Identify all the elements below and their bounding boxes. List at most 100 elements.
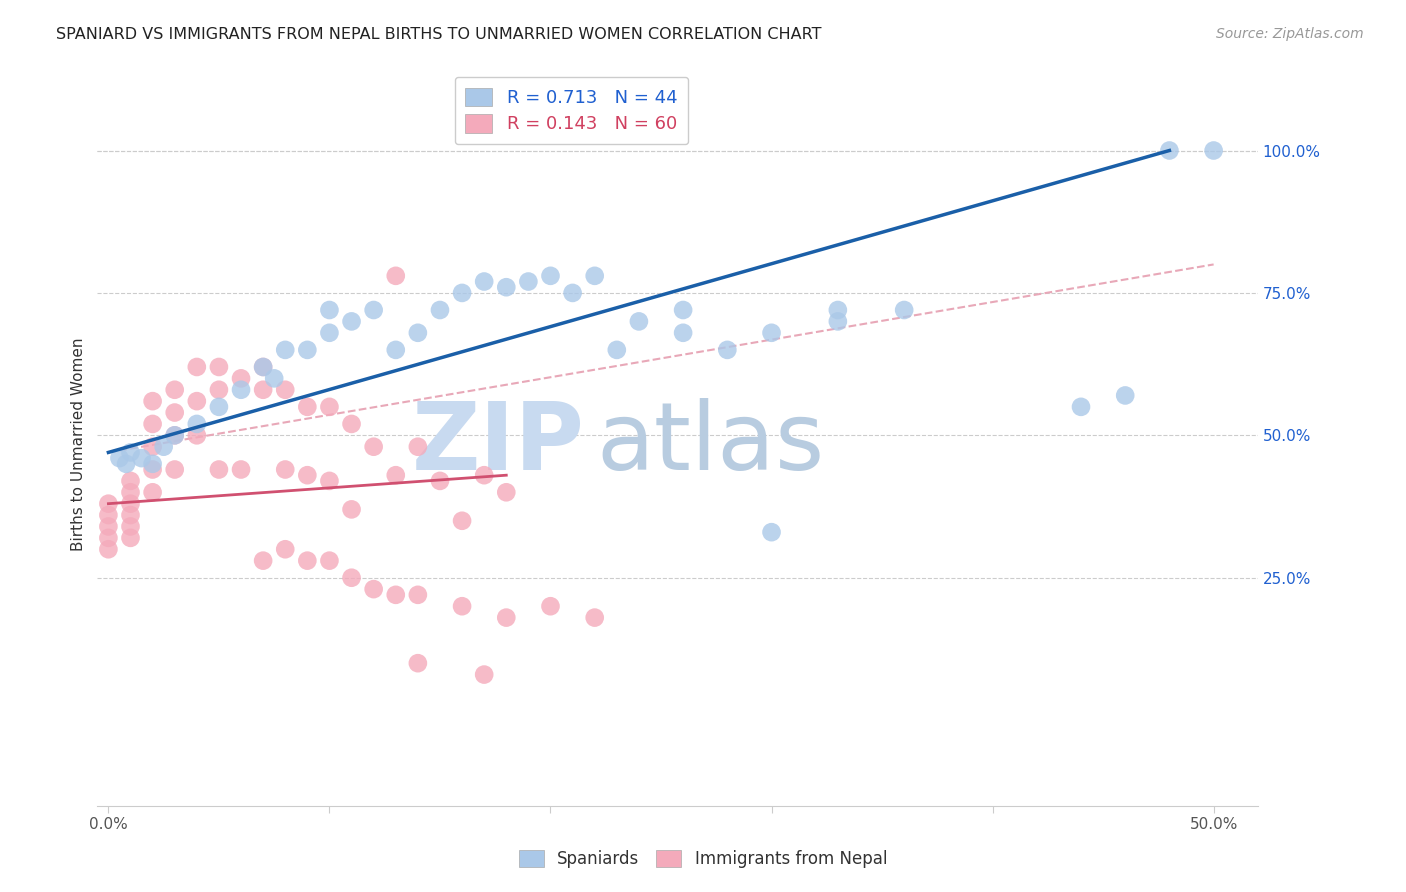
Point bbox=[208, 383, 231, 397]
Point bbox=[229, 371, 252, 385]
Point bbox=[716, 343, 738, 357]
Point bbox=[142, 457, 165, 471]
Point bbox=[229, 462, 252, 476]
Text: SPANIARD VS IMMIGRANTS FROM NEPAL BIRTHS TO UNMARRIED WOMEN CORRELATION CHART: SPANIARD VS IMMIGRANTS FROM NEPAL BIRTHS… bbox=[56, 27, 821, 42]
Point bbox=[120, 485, 142, 500]
Point bbox=[186, 394, 208, 409]
Point bbox=[1159, 144, 1181, 158]
Point bbox=[451, 599, 474, 614]
Point bbox=[472, 468, 495, 483]
Point bbox=[672, 303, 695, 318]
Point bbox=[340, 502, 363, 516]
Point bbox=[142, 417, 165, 431]
Point bbox=[186, 359, 208, 374]
Point bbox=[384, 588, 406, 602]
Point bbox=[406, 440, 429, 454]
Point bbox=[363, 582, 385, 596]
Point bbox=[495, 610, 517, 624]
Point bbox=[131, 451, 153, 466]
Point bbox=[208, 462, 231, 476]
Point bbox=[384, 268, 406, 283]
Point bbox=[120, 531, 142, 545]
Point bbox=[761, 525, 783, 540]
Text: atlas: atlas bbox=[596, 398, 824, 490]
Point bbox=[274, 462, 297, 476]
Point bbox=[340, 571, 363, 585]
Text: Source: ZipAtlas.com: Source: ZipAtlas.com bbox=[1216, 27, 1364, 41]
Point bbox=[142, 440, 165, 454]
Point bbox=[163, 428, 186, 442]
Point bbox=[186, 417, 208, 431]
Point bbox=[583, 268, 606, 283]
Point bbox=[97, 542, 120, 557]
Point bbox=[163, 428, 186, 442]
Point bbox=[451, 514, 474, 528]
Point bbox=[495, 485, 517, 500]
Point bbox=[318, 474, 340, 488]
Point bbox=[97, 508, 120, 522]
Point bbox=[163, 405, 186, 419]
Point bbox=[152, 440, 174, 454]
Point bbox=[252, 359, 274, 374]
Point bbox=[363, 303, 385, 318]
Point bbox=[120, 508, 142, 522]
Point bbox=[827, 303, 849, 318]
Point bbox=[583, 610, 606, 624]
Point bbox=[827, 314, 849, 328]
Point bbox=[540, 599, 562, 614]
Y-axis label: Births to Unmarried Women: Births to Unmarried Women bbox=[72, 337, 86, 550]
Point bbox=[120, 445, 142, 459]
Legend: R = 0.713   N = 44, R = 0.143   N = 60: R = 0.713 N = 44, R = 0.143 N = 60 bbox=[454, 77, 689, 145]
Point bbox=[120, 474, 142, 488]
Point bbox=[120, 519, 142, 533]
Point bbox=[142, 462, 165, 476]
Point bbox=[363, 440, 385, 454]
Point bbox=[406, 588, 429, 602]
Point bbox=[627, 314, 650, 328]
Point bbox=[163, 383, 186, 397]
Point bbox=[97, 519, 120, 533]
Point bbox=[297, 400, 319, 414]
Point bbox=[893, 303, 915, 318]
Point bbox=[297, 468, 319, 483]
Point bbox=[297, 554, 319, 568]
Point bbox=[1070, 400, 1092, 414]
Point bbox=[318, 554, 340, 568]
Point bbox=[472, 667, 495, 681]
Point bbox=[429, 474, 451, 488]
Point bbox=[472, 275, 495, 289]
Point bbox=[318, 326, 340, 340]
Point bbox=[340, 314, 363, 328]
Point bbox=[340, 417, 363, 431]
Point bbox=[406, 326, 429, 340]
Point bbox=[208, 400, 231, 414]
Point bbox=[384, 343, 406, 357]
Point bbox=[274, 542, 297, 557]
Point bbox=[163, 462, 186, 476]
Point bbox=[429, 303, 451, 318]
Point bbox=[297, 343, 319, 357]
Point bbox=[186, 428, 208, 442]
Point bbox=[142, 394, 165, 409]
Point bbox=[540, 268, 562, 283]
Point bbox=[142, 485, 165, 500]
Point bbox=[274, 383, 297, 397]
Point bbox=[761, 326, 783, 340]
Point bbox=[384, 468, 406, 483]
Point bbox=[561, 285, 583, 300]
Point bbox=[263, 371, 285, 385]
Point bbox=[252, 359, 274, 374]
Point bbox=[97, 497, 120, 511]
Text: ZIP: ZIP bbox=[412, 398, 585, 490]
Point bbox=[495, 280, 517, 294]
Legend: Spaniards, Immigrants from Nepal: Spaniards, Immigrants from Nepal bbox=[512, 843, 894, 875]
Point bbox=[120, 497, 142, 511]
Point bbox=[252, 554, 274, 568]
Point bbox=[108, 451, 131, 466]
Point bbox=[318, 303, 340, 318]
Point bbox=[318, 400, 340, 414]
Point bbox=[672, 326, 695, 340]
Point bbox=[1114, 388, 1136, 402]
Point bbox=[229, 383, 252, 397]
Point bbox=[115, 457, 138, 471]
